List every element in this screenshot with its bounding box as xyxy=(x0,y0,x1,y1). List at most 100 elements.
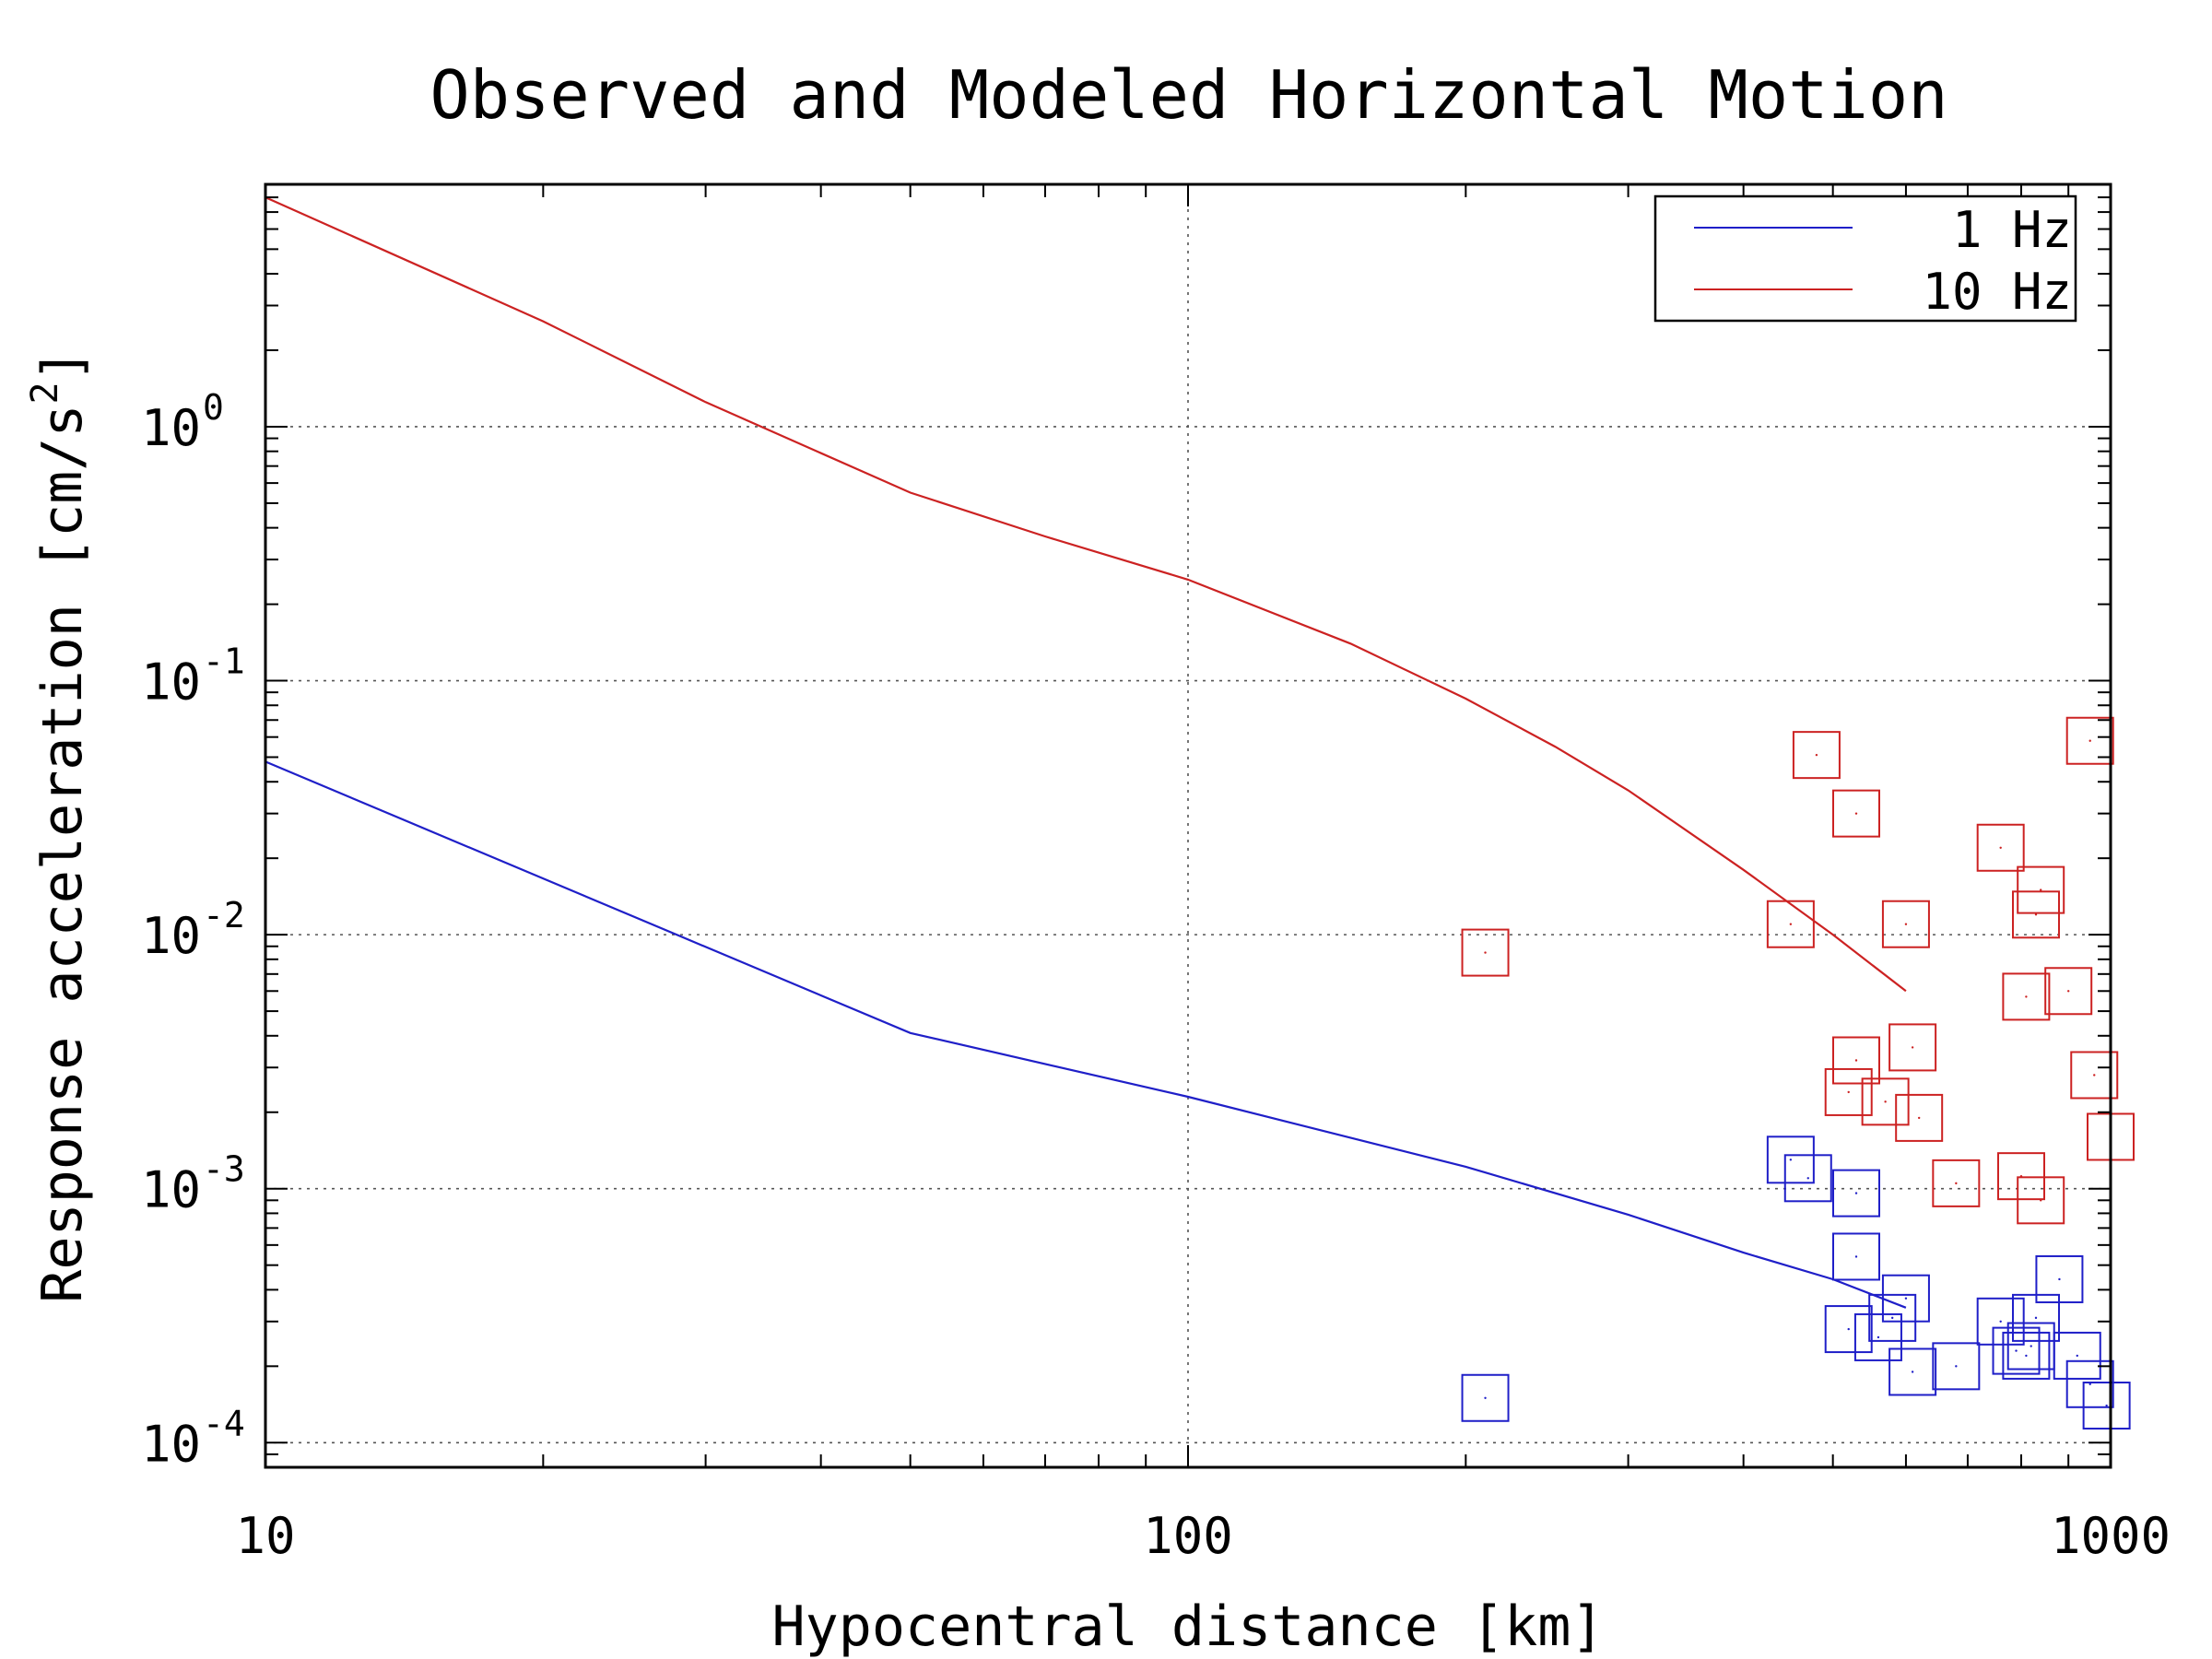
observed-point-10hz xyxy=(1976,823,2025,872)
observed-point-center-1hz xyxy=(1806,1177,1809,1180)
observed-point-center-1hz xyxy=(1904,1297,1908,1300)
grid-lines xyxy=(265,184,2111,1467)
observed-point-center-10hz xyxy=(2040,888,2042,891)
y-tick-exponent: -4 xyxy=(203,1403,245,1443)
observed-point-center-10hz xyxy=(1847,1090,1850,1094)
observed-point-1hz xyxy=(2082,1382,2131,1430)
legend-label-1hz: 1 Hz xyxy=(1952,201,2072,259)
observed-point-center-10hz xyxy=(2066,990,2070,993)
observed-point-1hz xyxy=(1832,1232,1881,1281)
observed-point-10hz xyxy=(2017,1176,2065,1225)
observed-point-center-10hz xyxy=(1854,812,1858,815)
observed-point-10hz xyxy=(1996,1152,2045,1201)
observed-point-center-1hz xyxy=(2088,1382,2091,1385)
observed-point-center-10hz xyxy=(1484,951,1487,954)
observed-point-1hz xyxy=(1888,1347,1937,1396)
observed-point-center-10hz xyxy=(2040,1199,2042,1202)
observed-point-10hz xyxy=(2065,716,2114,765)
observed-point-1hz xyxy=(2053,1331,2101,1380)
observed-point-center-1hz xyxy=(1890,1316,1894,1320)
observed-point-center-10hz xyxy=(2025,995,2028,998)
model-line-1hz xyxy=(265,760,1907,1309)
observed-point-center-10hz xyxy=(2034,913,2038,916)
observed-point-1hz xyxy=(1832,1169,1881,1218)
y-tick-label: 10 xyxy=(141,1161,201,1219)
y-axis-label: Response acceleration [cm/s2] xyxy=(24,348,95,1303)
model-line-10hz xyxy=(265,196,1907,993)
observed-point-1hz xyxy=(2065,1359,2114,1408)
x-tick-labels: 10 100 1000 xyxy=(235,1507,2171,1565)
observed-point-10hz xyxy=(1766,900,1815,948)
y-tick-exponent: 0 xyxy=(203,387,224,428)
y-axis-label-end: ] xyxy=(30,348,95,382)
observed-point-center-1hz xyxy=(2034,1316,2038,1320)
observed-point-10hz xyxy=(1861,1077,1910,1126)
chart-title: Observed and Modeled Horizontal Motion xyxy=(429,56,1947,134)
observed-point-center-10hz xyxy=(2093,1074,2096,1077)
observed-point-10hz xyxy=(1888,1023,1937,1072)
x-tick-label: 1000 xyxy=(2051,1507,2171,1565)
plot-series xyxy=(265,196,2135,1430)
observed-point-center-1hz xyxy=(1484,1396,1487,1399)
legend-box xyxy=(1653,194,2077,323)
observed-point-1hz xyxy=(2002,1331,2051,1380)
axis-ticks xyxy=(265,183,2112,1468)
observed-point-10hz xyxy=(1832,1036,1881,1085)
observed-point-1hz xyxy=(1766,1135,1815,1184)
observed-point-center-10hz xyxy=(1815,753,1818,757)
observed-point-1hz xyxy=(1992,1326,2041,1375)
observed-point-center-1hz xyxy=(1877,1335,1880,1339)
observed-point-1hz xyxy=(1461,1373,1510,1422)
observed-point-center-1hz xyxy=(1847,1327,1850,1331)
observed-point-1hz xyxy=(1824,1305,1873,1354)
y-tick-label: 10 xyxy=(141,653,201,712)
observed-point-center-10hz xyxy=(2088,739,2091,742)
observed-point-center-10hz xyxy=(1789,923,1793,925)
observed-point-center-10hz xyxy=(1854,1059,1858,1062)
y-tick-exponent: -3 xyxy=(203,1149,245,1190)
observed-point-1hz xyxy=(1932,1342,1981,1391)
observed-point-10hz xyxy=(1792,731,1841,780)
observed-point-1hz xyxy=(2035,1254,2084,1303)
observed-point-10hz xyxy=(1932,1159,1981,1207)
observed-point-center-1hz xyxy=(1789,1159,1793,1161)
y-tick-exponent: -2 xyxy=(203,895,245,935)
observed-point-center-1hz xyxy=(1955,1365,1958,1368)
observed-point-center-1hz xyxy=(2030,1345,2032,1347)
observed-point-1hz xyxy=(1976,1297,2025,1346)
legend: 1 Hz 10 Hz xyxy=(1653,194,2077,323)
observed-point-1hz xyxy=(1783,1154,1832,1203)
observed-point-10hz xyxy=(2011,890,2060,939)
observed-point-center-1hz xyxy=(2025,1354,2028,1358)
observed-point-center-10hz xyxy=(1904,923,1908,925)
observed-point-center-1hz xyxy=(2105,1404,2108,1407)
observed-point-10hz xyxy=(2002,972,2051,1021)
observed-point-1hz xyxy=(1853,1312,1902,1361)
observed-point-center-10hz xyxy=(1911,1046,1914,1049)
observed-point-center-10hz xyxy=(1955,1182,1958,1185)
observed-point-1hz xyxy=(1868,1293,1917,1342)
observed-point-center-1hz xyxy=(1999,1320,2002,1324)
observed-point-10hz xyxy=(2017,865,2065,914)
observed-point-10hz xyxy=(1832,789,1881,838)
observed-point-10hz xyxy=(1881,900,1930,948)
observed-point-10hz xyxy=(1824,1067,1873,1116)
y-tick-exponent: -1 xyxy=(203,641,245,682)
observed-point-center-1hz xyxy=(1911,1371,1914,1373)
y-axis-label-text: Response acceleration [cm/s xyxy=(30,404,95,1302)
x-axis-label: Hypocentral distance [km] xyxy=(771,1594,1604,1659)
observed-point-center-1hz xyxy=(1854,1255,1858,1258)
observed-point-center-1hz xyxy=(2058,1277,2061,1281)
y-tick-label: 10 xyxy=(141,1415,201,1473)
observed-point-center-1hz xyxy=(2076,1354,2078,1358)
x-tick-label: 100 xyxy=(1143,1507,1233,1565)
observed-point-center-1hz xyxy=(2015,1349,2018,1352)
observed-point-center-10hz xyxy=(1884,1100,1887,1103)
y-tick-label: 10 xyxy=(141,399,201,457)
y-tick-label: 10 xyxy=(141,907,201,965)
observed-point-center-10hz xyxy=(1917,1116,1921,1120)
observed-point-center-1hz xyxy=(1854,1192,1858,1194)
y-axis-label-sup: 2 xyxy=(24,382,66,404)
